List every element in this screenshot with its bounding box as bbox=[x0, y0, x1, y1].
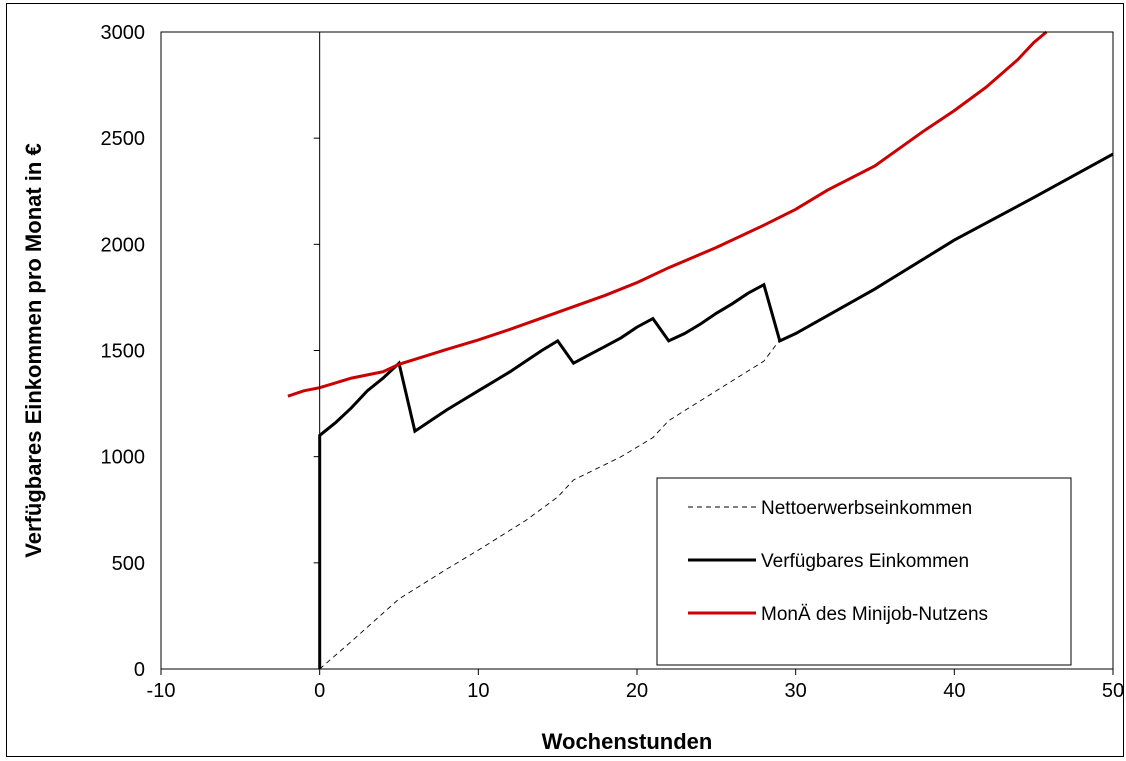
series-line-3 bbox=[287, 30, 1048, 398]
y-tick-label: 1500 bbox=[101, 341, 146, 363]
x-tick-label: 40 bbox=[943, 680, 965, 702]
y-tick-label: 1000 bbox=[101, 447, 146, 469]
chart-frame: -10 0 10 20 30 40 50 0 500 1000 1500 2000 2500 3000 W… bbox=[6, 3, 1124, 757]
series-line-1 bbox=[319, 339, 781, 670]
x-tick-label: -10 bbox=[147, 680, 176, 702]
x-axis-title: Wochenstunden bbox=[542, 729, 713, 754]
legend-label-3: MonÄ des Minijob-Nutzens bbox=[761, 604, 988, 625]
legend: Nettoerwerbseinkommen Verfügbares Einkomm… bbox=[656, 477, 1072, 666]
y-tick-label: 2500 bbox=[101, 128, 146, 150]
legend-box bbox=[656, 477, 1072, 666]
legend-label-1: Nettoerwerbseinkommen bbox=[761, 498, 972, 519]
legend-label-2: Verfügbares Einkommen bbox=[761, 551, 969, 572]
y-axis-title: Verfügbares Einkommen pro Monat in € bbox=[21, 143, 46, 557]
y-tick-label: 2000 bbox=[101, 234, 146, 256]
x-tick-label: 30 bbox=[785, 680, 807, 702]
x-tick-label: 50 bbox=[1102, 680, 1123, 702]
y-tick-label: 0 bbox=[134, 659, 145, 681]
y-tick-label: 500 bbox=[112, 553, 145, 575]
y-tick-label: 3000 bbox=[101, 22, 146, 44]
x-tick-label: 10 bbox=[467, 680, 489, 702]
x-tick-label: 20 bbox=[626, 680, 648, 702]
x-tick-label: 0 bbox=[314, 680, 325, 702]
